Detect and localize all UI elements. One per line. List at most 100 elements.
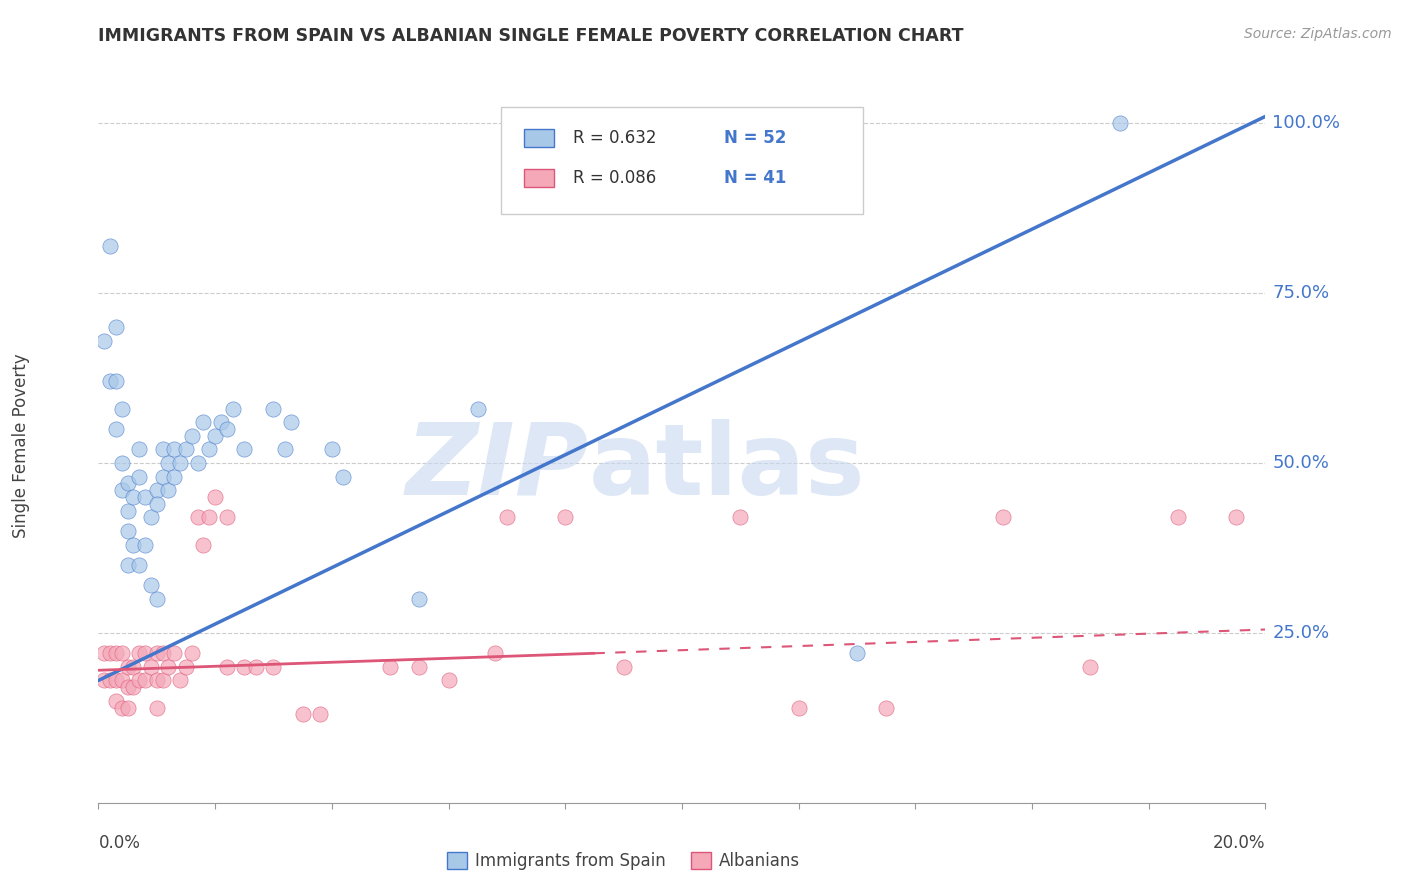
Point — [152, 442, 174, 457]
Point — [193, 415, 215, 429]
Point — [134, 673, 156, 688]
Text: 75.0%: 75.0% — [1272, 284, 1330, 302]
Point — [309, 707, 332, 722]
Point — [163, 442, 186, 457]
FancyBboxPatch shape — [524, 169, 554, 187]
Text: 25.0%: 25.0% — [1272, 624, 1330, 642]
Point — [169, 673, 191, 688]
Point — [122, 537, 145, 551]
Point — [1080, 660, 1102, 674]
Point — [215, 660, 238, 674]
Text: 50.0%: 50.0% — [1272, 454, 1329, 472]
Point — [104, 320, 127, 334]
Point — [117, 660, 139, 674]
Point — [845, 646, 868, 660]
Point — [117, 503, 139, 517]
Point — [215, 510, 238, 524]
Point — [321, 442, 343, 457]
Point — [104, 673, 127, 688]
Point — [128, 673, 150, 688]
Point — [554, 510, 576, 524]
Point — [378, 660, 402, 674]
Point — [157, 660, 180, 674]
Point — [134, 537, 156, 551]
Point — [146, 700, 169, 714]
Point — [128, 469, 150, 483]
Point — [122, 660, 145, 674]
Point — [193, 537, 215, 551]
Point — [1108, 116, 1130, 130]
Point — [117, 680, 139, 694]
Point — [134, 490, 156, 504]
Point — [93, 673, 115, 688]
Point — [245, 660, 267, 674]
Point — [408, 591, 430, 606]
Point — [117, 700, 139, 714]
Point — [174, 660, 197, 674]
Point — [117, 558, 139, 572]
Text: R = 0.086: R = 0.086 — [574, 169, 657, 187]
Point — [332, 469, 354, 483]
Point — [104, 646, 127, 660]
Point — [104, 422, 127, 436]
Point — [187, 456, 209, 470]
Point — [128, 558, 150, 572]
Point — [152, 646, 174, 660]
Point — [93, 334, 115, 348]
Point — [484, 646, 506, 660]
Point — [728, 510, 751, 524]
Point — [209, 415, 232, 429]
Point — [495, 510, 517, 524]
Text: 0.0%: 0.0% — [98, 834, 141, 852]
Point — [262, 401, 284, 416]
Point — [122, 490, 145, 504]
Point — [146, 646, 169, 660]
Point — [408, 660, 430, 674]
Point — [169, 456, 191, 470]
Point — [221, 401, 243, 416]
Text: IMMIGRANTS FROM SPAIN VS ALBANIAN SINGLE FEMALE POVERTY CORRELATION CHART: IMMIGRANTS FROM SPAIN VS ALBANIAN SINGLE… — [98, 27, 965, 45]
Point — [163, 646, 186, 660]
Point — [280, 415, 302, 429]
FancyBboxPatch shape — [524, 128, 554, 146]
Text: Single Female Poverty: Single Female Poverty — [13, 354, 30, 538]
Text: atlas: atlas — [589, 419, 865, 516]
Point — [98, 375, 121, 389]
Point — [117, 476, 139, 491]
Point — [134, 646, 156, 660]
Point — [157, 456, 180, 470]
Point — [291, 707, 314, 722]
FancyBboxPatch shape — [501, 107, 863, 214]
Point — [111, 483, 134, 498]
Point — [437, 673, 460, 688]
Point — [152, 469, 174, 483]
Point — [215, 422, 238, 436]
Text: 20.0%: 20.0% — [1213, 834, 1265, 852]
Point — [180, 429, 202, 443]
Point — [111, 401, 134, 416]
Point — [612, 660, 634, 674]
Point — [1167, 510, 1189, 524]
Point — [174, 442, 197, 457]
Text: Source: ZipAtlas.com: Source: ZipAtlas.com — [1244, 27, 1392, 41]
Text: N = 52: N = 52 — [724, 128, 786, 146]
Point — [204, 429, 226, 443]
Point — [122, 680, 145, 694]
Point — [187, 510, 209, 524]
Point — [198, 442, 221, 457]
Legend: Immigrants from Spain, Albanians: Immigrants from Spain, Albanians — [440, 845, 807, 877]
Point — [146, 673, 169, 688]
Point — [128, 442, 150, 457]
Point — [233, 442, 256, 457]
Point — [111, 646, 134, 660]
Point — [163, 469, 186, 483]
Point — [991, 510, 1014, 524]
Point — [98, 673, 121, 688]
Point — [104, 694, 127, 708]
Point — [1225, 510, 1247, 524]
Point — [139, 660, 162, 674]
Point — [98, 646, 121, 660]
Point — [180, 646, 202, 660]
Point — [98, 238, 121, 252]
Point — [104, 375, 127, 389]
